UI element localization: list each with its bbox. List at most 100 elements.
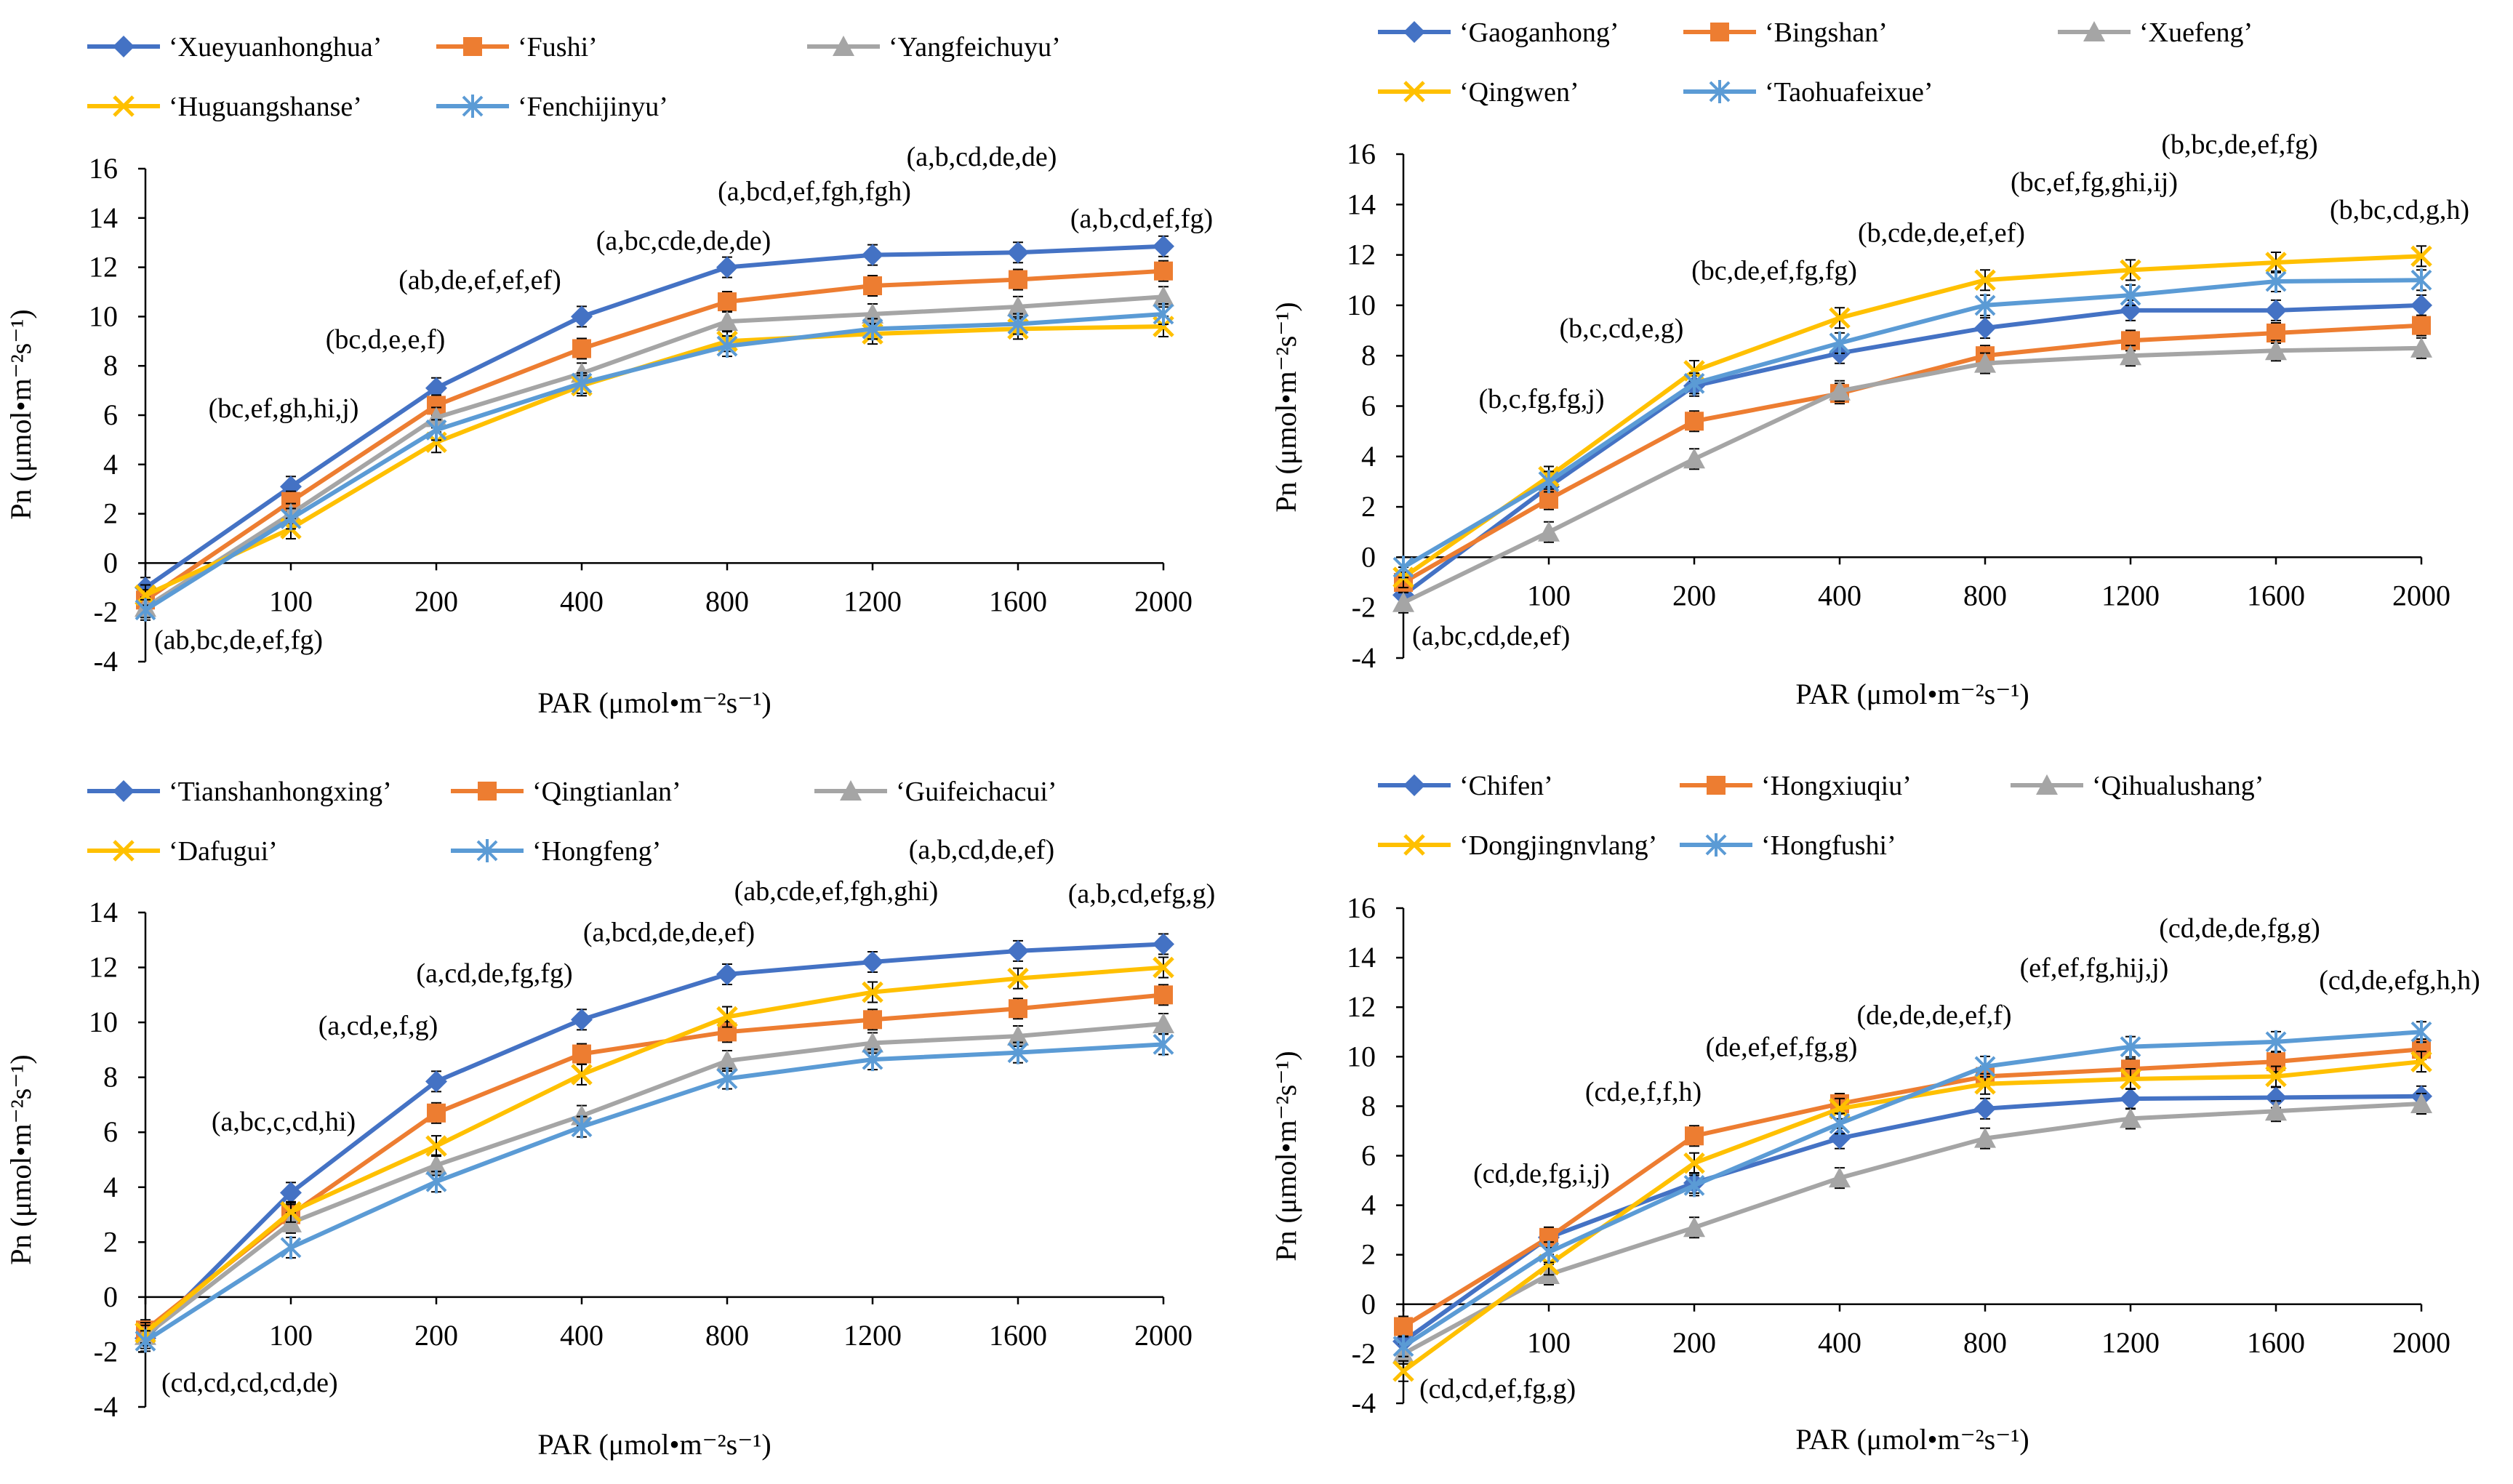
y-tick-label: 12	[1347, 990, 1376, 1023]
y-tick-label: 0	[103, 546, 118, 579]
y-tick-label: 16	[89, 152, 118, 185]
data-point	[2410, 1051, 2432, 1072]
series-line	[144, 1042, 1164, 1343]
data-point	[1974, 269, 1996, 292]
data-point	[280, 1182, 302, 1204]
legend-label: ‘Huguangshanse’	[169, 92, 362, 122]
data-point	[1007, 312, 1029, 336]
data-point	[718, 292, 737, 312]
data-point	[1974, 1054, 1996, 1078]
data-point	[1153, 286, 1174, 307]
data-point	[716, 256, 738, 278]
data-point	[280, 507, 302, 531]
data-point	[572, 339, 591, 358]
x-tick-label: 400	[1818, 579, 1861, 611]
significance-annotation: (a,b,cd,ef,fg)	[1070, 204, 1213, 234]
data-point	[571, 371, 593, 395]
data-point	[280, 1201, 302, 1223]
y-tick-label: -2	[1352, 1337, 1376, 1370]
y-tick-label: 12	[89, 251, 118, 284]
data-point	[716, 1050, 738, 1070]
legend-item: ‘Dongjingnvlang’	[1378, 830, 1657, 861]
y-tick-label: 10	[1347, 289, 1376, 321]
data-point	[1153, 1013, 1174, 1033]
series-3	[1392, 337, 2432, 614]
data-point	[2412, 316, 2431, 335]
legend-label: ‘Hongfushi’	[1761, 830, 1896, 861]
data-point	[2265, 299, 2287, 321]
y-tick-label: 12	[89, 951, 118, 984]
data-point	[135, 1329, 156, 1353]
data-point	[2120, 1088, 2141, 1110]
legend-item: ‘Yangfeichuyu’	[807, 32, 1061, 63]
series-line	[144, 268, 1164, 602]
legend-label: ‘Guifeichacui’	[896, 777, 1057, 807]
x-tick-label: 200	[414, 585, 458, 617]
data-point	[1538, 1240, 1560, 1264]
data-point	[2410, 1092, 2432, 1113]
chart-panel-4: -4 -2 0 2 4 6 8 10 12 14 16 100 200 400 800 1200 1600 200…	[1270, 771, 2480, 1456]
data-point	[571, 1064, 593, 1086]
significance-annotation: (a,cd,de,fg,fg)	[416, 958, 572, 989]
significance-annotation: (bc,d,e,e,f)	[326, 324, 446, 355]
data-point	[1974, 1097, 1996, 1120]
x-tick-label: 2000	[2392, 1326, 2450, 1359]
data-point	[2265, 1030, 2287, 1054]
significance-annotation: (de,de,de,ef,f)	[1856, 1000, 2011, 1030]
y-axis-title: Pn (μmol•m⁻²s⁻¹)	[1270, 302, 1302, 512]
data-point	[2120, 1107, 2141, 1128]
data-point	[425, 418, 447, 442]
legend-label: ‘Xuefeng’	[2139, 17, 2253, 48]
data-point	[1685, 412, 1704, 431]
legend: ‘Xueyuanhonghua’ ‘Fushi’ ‘Yangfeichuyu’ ‘Hu…	[87, 32, 1061, 122]
series-line	[1402, 1030, 2422, 1349]
legend-label: ‘Xueyuanhonghua’	[169, 32, 382, 63]
series-3	[1392, 1092, 2432, 1365]
data-point	[1974, 352, 1996, 373]
data-point	[1153, 933, 1174, 955]
data-point	[1829, 331, 1851, 355]
significance-annotation: (ab,bc,de,ef,fg)	[154, 625, 323, 655]
x-tick-label: 800	[1963, 1326, 2007, 1359]
legend-item: ‘Fushi’	[436, 32, 598, 63]
data-point	[716, 334, 738, 358]
legend-marker	[476, 839, 498, 862]
series-1	[135, 933, 1174, 1349]
data-point	[1974, 1127, 1996, 1148]
legend-item: ‘Qingwen’	[1378, 77, 1579, 108]
data-point	[1683, 1152, 1705, 1174]
y-tick-label: -4	[1352, 1387, 1376, 1419]
legend: ‘Tianshanhongxing’ ‘Qingtianlan’ ‘Guifeich…	[87, 777, 1057, 867]
series-5	[135, 1032, 1174, 1353]
y-tick-label: 8	[1361, 339, 1376, 372]
data-point	[2120, 1035, 2141, 1059]
x-tick-label: 1200	[843, 1319, 902, 1352]
x-tick-label: 2000	[1134, 585, 1193, 617]
data-point	[1153, 302, 1174, 326]
legend-label: ‘Gaoganhong’	[1459, 17, 1619, 48]
data-point	[1392, 1360, 1414, 1382]
data-point	[862, 951, 883, 973]
data-point	[1007, 967, 1029, 990]
y-tick-label: 6	[103, 1115, 118, 1148]
y-tick-label: 8	[1361, 1089, 1376, 1122]
x-tick-label: 100	[269, 585, 313, 617]
data-point	[862, 244, 883, 266]
data-point	[425, 1070, 447, 1093]
legend-label: ‘Yangfeichuyu’	[889, 32, 1061, 63]
y-tick-label: 16	[1347, 137, 1376, 170]
series-line	[144, 965, 1164, 1335]
legend-item: ‘Chifen’	[1378, 771, 1553, 801]
data-point	[1538, 470, 1560, 494]
legend-label: ‘Fushi’	[518, 32, 598, 63]
series-line	[144, 294, 1164, 609]
y-tick-label: -2	[94, 1335, 118, 1368]
x-tick-label: 800	[705, 1319, 749, 1352]
legend-marker	[113, 780, 135, 802]
x-tick-label: 100	[269, 1319, 313, 1352]
x-tick-label: 200	[414, 1319, 458, 1352]
x-tick-label: 200	[1672, 579, 1716, 611]
data-point	[425, 406, 447, 428]
data-point	[571, 1115, 593, 1139]
data-point	[1974, 1072, 1996, 1095]
